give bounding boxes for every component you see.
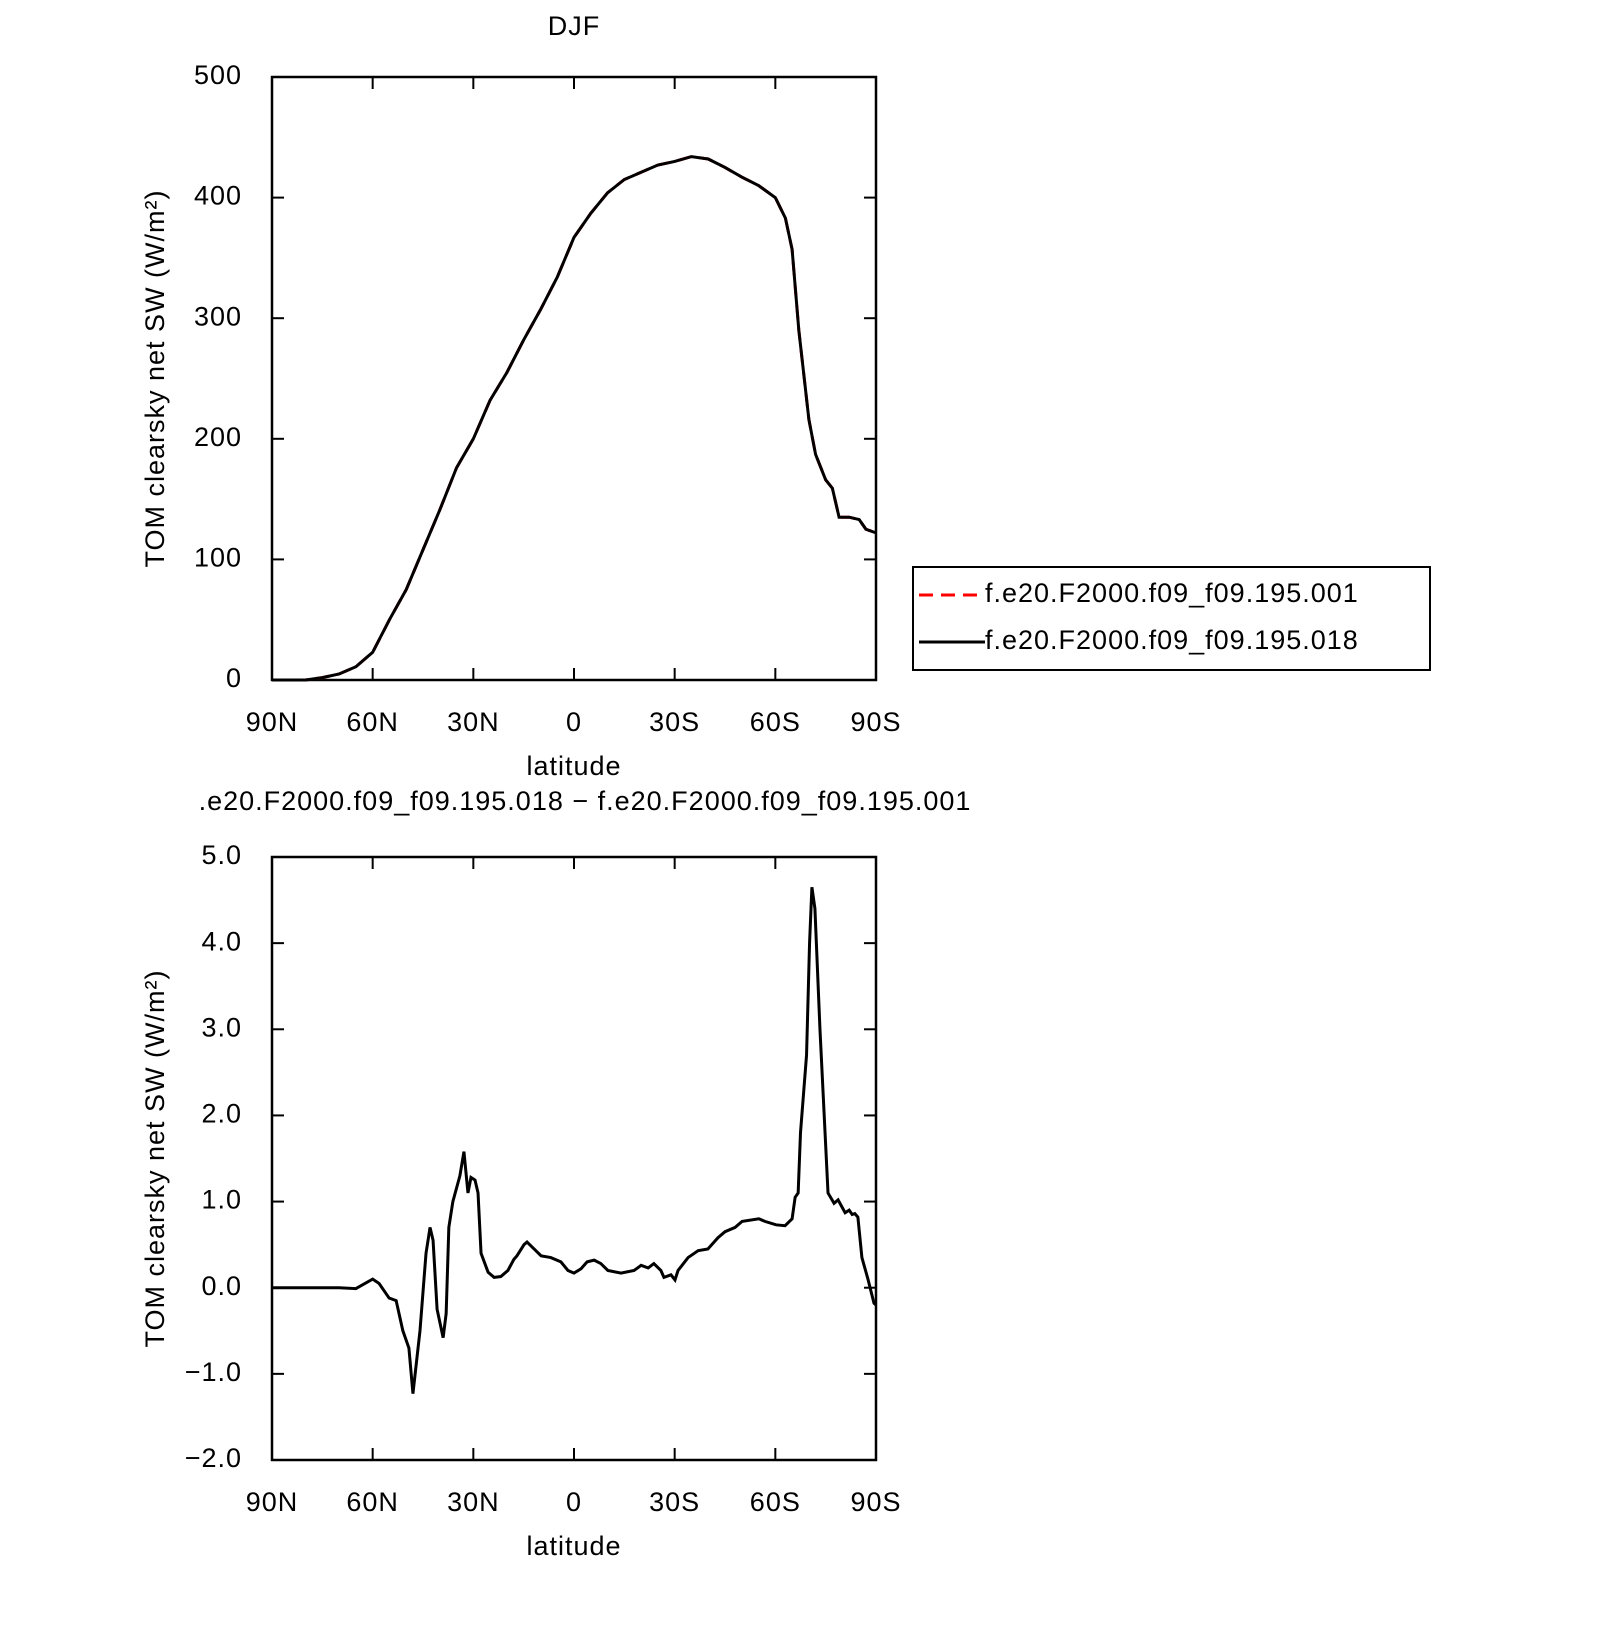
data-line [272,886,877,1394]
x-tick-label: 60N [346,707,399,737]
x-tick-label: 90N [246,707,299,737]
y-tick-label: 2.0 [201,1099,242,1129]
legend-box [912,566,1431,671]
plot: DJF 0 100 200 300 400 500 90N 60N 30N 0 30S 60S 90S la… [140,11,1431,781]
y-tick-label: −2.0 [185,1443,242,1473]
x-tick-label: 60S [750,707,801,737]
y-tick-label: 3.0 [201,1012,242,1042]
x-axis-label: latitude [526,1531,621,1561]
x-tick-label: 0 [566,707,582,737]
x-tick-label: 90S [850,707,901,737]
y-tick-label: −1.0 [185,1357,242,1387]
y-tick-label: 1.0 [201,1185,242,1215]
y-tick-label: 5.0 [201,840,242,870]
x-tick-label: 0 [566,1487,582,1517]
chart-title: DJF [548,11,601,41]
x-axis-label: latitude [526,751,621,781]
x-tick-label: 30N [447,707,500,737]
y-tick-label: 0 [226,663,242,693]
x-tick-label: 60S [750,1487,801,1517]
plot-frame [270,75,878,682]
y-tick-label: 200 [194,422,242,452]
plot: .e20.F2000.f09_f09.195.018 − f.e20.F2000… [140,786,972,1561]
y-tick-label: 0.0 [201,1271,242,1301]
x-tick-label: 30N [447,1487,500,1517]
x-tick-label: 30S [649,707,700,737]
x-tick-label: 30S [649,1487,700,1517]
plot-frame [270,855,878,1462]
x-tick-label: 90S [850,1487,901,1517]
legend-label: f.e20.F2000.f09_f09.195.001 [985,578,1359,608]
x-tick-label: 90N [246,1487,299,1517]
x-tick-label: 60N [346,1487,399,1517]
y-tick-label: 400 [194,181,242,211]
y-tick-label: 300 [194,301,242,331]
y-tick-label: 4.0 [201,926,242,956]
y-axis-label: TOM clearsky net SW (W/m²) [140,189,170,567]
y-tick-label: 500 [194,60,242,90]
chart-title: .e20.F2000.f09_f09.195.018 − f.e20.F2000… [199,786,972,816]
legend-label: f.e20.F2000.f09_f09.195.018 [985,625,1359,655]
data-line [272,155,877,682]
y-tick-label: 100 [194,543,242,573]
y-axis-label: TOM clearsky net SW (W/m²) [140,969,170,1347]
